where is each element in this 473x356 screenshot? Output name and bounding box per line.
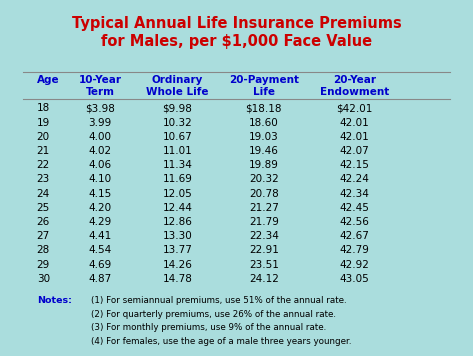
Text: 28: 28 <box>37 245 50 256</box>
Text: Ordinary
Whole Life: Ordinary Whole Life <box>146 75 209 97</box>
Text: 22.91: 22.91 <box>249 245 279 256</box>
Text: 14.78: 14.78 <box>163 274 193 284</box>
Text: 19.89: 19.89 <box>249 160 279 170</box>
Text: 42.92: 42.92 <box>340 260 369 269</box>
Text: 12.86: 12.86 <box>163 217 193 227</box>
Text: 42.01: 42.01 <box>340 132 369 142</box>
Text: 19.03: 19.03 <box>249 132 279 142</box>
Text: 20-Payment
Life: 20-Payment Life <box>229 75 299 97</box>
Text: 25: 25 <box>37 203 50 213</box>
Text: 23: 23 <box>37 174 50 184</box>
Text: $18.18: $18.18 <box>245 104 282 114</box>
Text: 20.78: 20.78 <box>249 189 279 199</box>
Text: 3.99: 3.99 <box>88 118 112 128</box>
Text: 10.67: 10.67 <box>163 132 193 142</box>
Text: 4.02: 4.02 <box>89 146 112 156</box>
Text: 12.44: 12.44 <box>163 203 193 213</box>
Text: 42.56: 42.56 <box>340 217 369 227</box>
Text: 24: 24 <box>37 189 50 199</box>
Text: $9.98: $9.98 <box>163 104 193 114</box>
Text: 29: 29 <box>37 260 50 269</box>
Text: 18: 18 <box>37 104 50 114</box>
Text: (4) For females, use the age of a male three years younger.: (4) For females, use the age of a male t… <box>91 337 352 346</box>
Text: 18.60: 18.60 <box>249 118 279 128</box>
Text: $3.98: $3.98 <box>85 104 115 114</box>
Text: 4.54: 4.54 <box>88 245 112 256</box>
Text: (3) For monthly premiums, use 9% of the annual rate.: (3) For monthly premiums, use 9% of the … <box>91 323 326 332</box>
Text: Notes:: Notes: <box>37 296 71 305</box>
Text: Typical Annual Life Insurance Premiums
for Males, per $1,000 Face Value: Typical Annual Life Insurance Premiums f… <box>71 16 402 49</box>
Text: (1) For semiannual premiums, use 51% of the annual rate.: (1) For semiannual premiums, use 51% of … <box>91 296 347 305</box>
Text: 30: 30 <box>37 274 50 284</box>
Text: 26: 26 <box>37 217 50 227</box>
Text: (2) For quarterly premiums, use 26% of the annual rate.: (2) For quarterly premiums, use 26% of t… <box>91 310 336 319</box>
Text: 10.32: 10.32 <box>163 118 193 128</box>
Text: 42.15: 42.15 <box>340 160 369 170</box>
Text: 22.34: 22.34 <box>249 231 279 241</box>
Text: 42.67: 42.67 <box>340 231 369 241</box>
Text: 11.34: 11.34 <box>163 160 193 170</box>
Text: 11.69: 11.69 <box>163 174 193 184</box>
Text: 21.79: 21.79 <box>249 217 279 227</box>
Text: 4.06: 4.06 <box>89 160 112 170</box>
Text: 13.77: 13.77 <box>163 245 193 256</box>
Text: 19: 19 <box>37 118 50 128</box>
Text: 21: 21 <box>37 146 50 156</box>
Text: 20: 20 <box>37 132 50 142</box>
Text: 42.07: 42.07 <box>340 146 369 156</box>
Text: 20-Year
Endowment: 20-Year Endowment <box>320 75 389 97</box>
Text: 11.01: 11.01 <box>163 146 193 156</box>
Text: 23.51: 23.51 <box>249 260 279 269</box>
Text: 42.34: 42.34 <box>340 189 369 199</box>
Text: 43.05: 43.05 <box>340 274 369 284</box>
Text: 12.05: 12.05 <box>163 189 193 199</box>
Text: 27: 27 <box>37 231 50 241</box>
Text: 4.20: 4.20 <box>89 203 112 213</box>
Text: 4.41: 4.41 <box>88 231 112 241</box>
Text: 4.87: 4.87 <box>88 274 112 284</box>
Text: 4.69: 4.69 <box>88 260 112 269</box>
Text: 42.01: 42.01 <box>340 118 369 128</box>
Text: 10-Year
Term: 10-Year Term <box>79 75 122 97</box>
Text: Age: Age <box>37 75 59 85</box>
Text: 19.46: 19.46 <box>249 146 279 156</box>
Text: 42.24: 42.24 <box>340 174 369 184</box>
Text: $42.01: $42.01 <box>336 104 373 114</box>
Text: 21.27: 21.27 <box>249 203 279 213</box>
Text: 20.32: 20.32 <box>249 174 279 184</box>
Text: 24.12: 24.12 <box>249 274 279 284</box>
Text: 4.00: 4.00 <box>89 132 112 142</box>
Text: 22: 22 <box>37 160 50 170</box>
Text: 42.79: 42.79 <box>340 245 369 256</box>
Text: 14.26: 14.26 <box>163 260 193 269</box>
Text: 4.15: 4.15 <box>88 189 112 199</box>
Text: 42.45: 42.45 <box>340 203 369 213</box>
Text: 4.10: 4.10 <box>89 174 112 184</box>
Text: 13.30: 13.30 <box>163 231 193 241</box>
Text: 4.29: 4.29 <box>88 217 112 227</box>
